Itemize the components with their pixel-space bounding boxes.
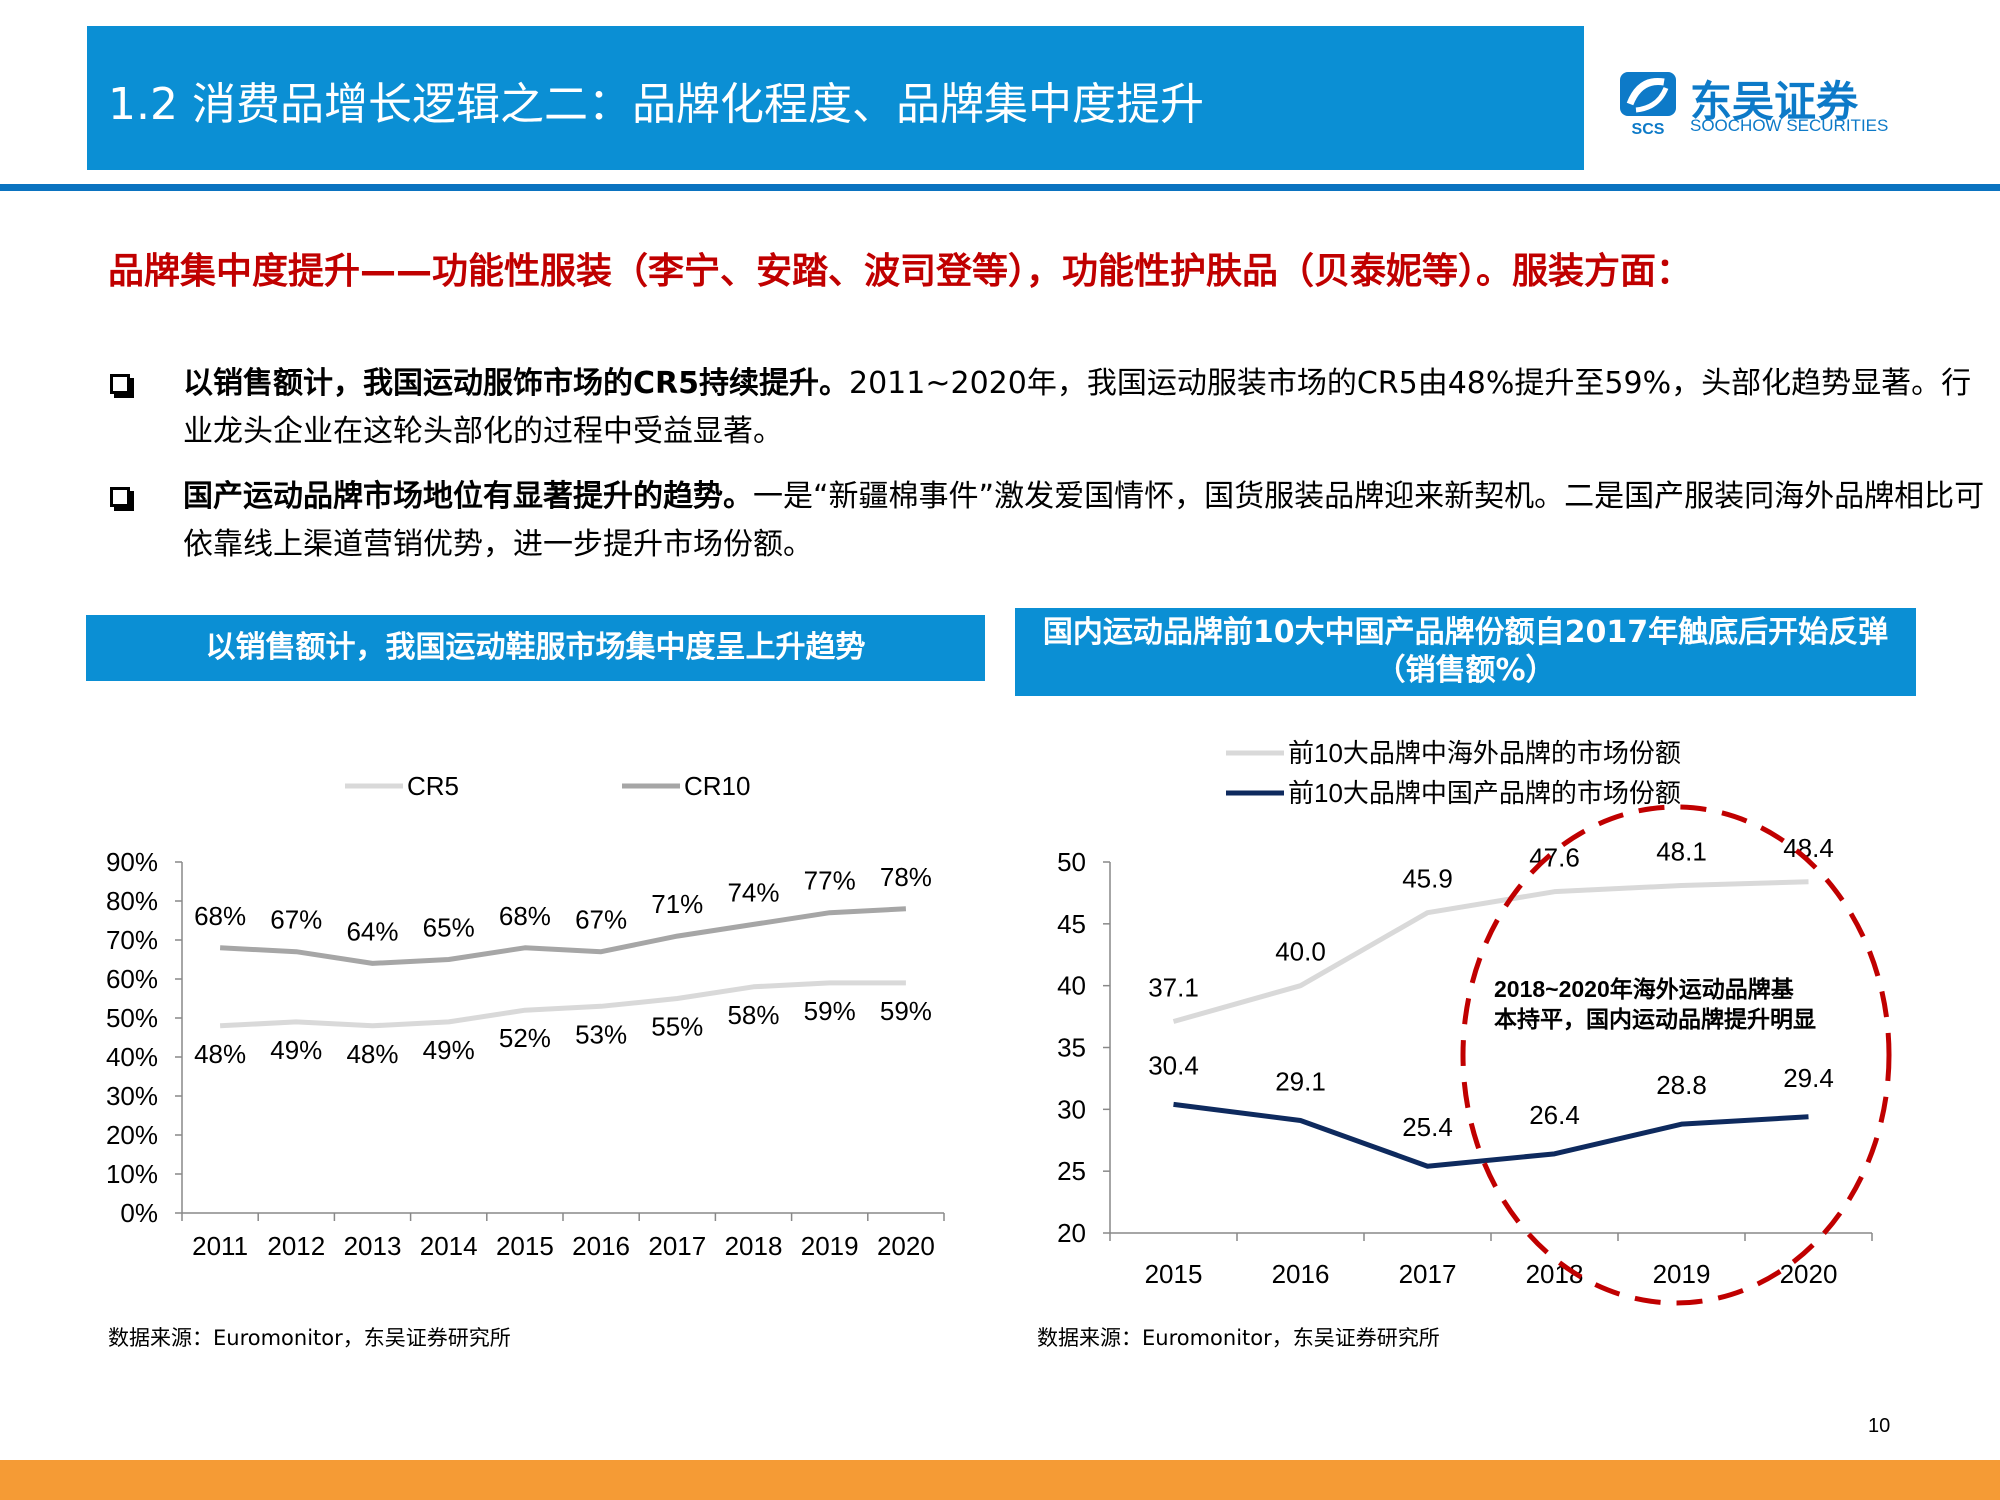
x-tick-label: 2020 [877, 1231, 935, 1261]
data-label: 71% [651, 889, 703, 919]
headline: 品牌集中度提升——功能性服装（李宁、安踏、波司登等），功能性护肤品（贝泰妮等）。… [108, 251, 1693, 292]
checkbox-bullet-icon [110, 374, 134, 398]
y-tick-label: 10% [106, 1159, 158, 1189]
data-label: 67% [575, 905, 627, 935]
data-label: 26.4 [1529, 1100, 1580, 1130]
legend-label-2: 前10大品牌中国产品牌的市场份额 [1288, 778, 1681, 808]
company-logo: SCS 东吴证券 SOOCHOW SECURITIES [1618, 68, 1898, 138]
x-tick-label: 2017 [1399, 1259, 1457, 1289]
data-label: 40.0 [1275, 937, 1326, 967]
data-label: 58% [727, 1000, 779, 1030]
title-band [87, 26, 1584, 170]
bullet-1-text: 以销售额计，我国运动服饰市场的CR5持续提升。2011~2020年，我国运动服装… [183, 360, 1993, 456]
series-line-2 [219, 906, 907, 966]
y-tick-label: 20 [1057, 1218, 1086, 1248]
annotation-text-line-1: 2018~2020年海外运动品牌基 [1494, 976, 1795, 1002]
x-tick-label: 2013 [344, 1231, 402, 1261]
data-label: 29.4 [1783, 1063, 1834, 1093]
data-label: 30.4 [1148, 1050, 1199, 1080]
data-label: 48.1 [1656, 836, 1707, 866]
data-label: 29.1 [1275, 1066, 1326, 1096]
chart-2-source: 数据来源：Euromonitor，东吴证券研究所 [1037, 1326, 1440, 1350]
y-tick-label: 70% [106, 925, 158, 955]
chart-2-title: 国内运动品牌前10大中国产品牌份额自2017年触底后开始反弹（销售额%） [1015, 608, 1916, 696]
data-label: 78% [880, 862, 932, 892]
x-tick-label: 2020 [1780, 1259, 1838, 1289]
data-label: 25.4 [1402, 1112, 1453, 1142]
x-tick-label: 2017 [648, 1231, 706, 1261]
chart-1-title: 以销售额计，我国运动鞋服市场集中度呈上升趋势 [86, 615, 985, 681]
data-label: 67% [270, 905, 322, 935]
x-tick-label: 2015 [496, 1231, 554, 1261]
page-title: 1.2 消费品增长逻辑之二：品牌化程度、品牌集中度提升 [108, 79, 1204, 130]
bullet-1-bold: 以销售额计，我国运动服饰市场的CR5持续提升。 [183, 366, 849, 401]
logo-main-text: 东吴证券 [1690, 77, 1859, 126]
data-label: 68% [499, 901, 551, 931]
bullet-2-text: 国产运动品牌市场地位有显著提升的趋势。一是“新疆棉事件”激发爱国情怀，国货服装品… [183, 473, 1993, 569]
x-tick-label: 2019 [801, 1231, 859, 1261]
checkbox-bullet-icon [110, 487, 134, 511]
chart-1-source: 数据来源：Euromonitor，东吴证券研究所 [108, 1326, 511, 1350]
logo-sub-text: SOOCHOW SECURITIES [1690, 116, 1889, 135]
data-label: 52% [499, 1023, 551, 1053]
series-line-1 [1172, 879, 1809, 1024]
logo-mark-text: SCS [1632, 121, 1665, 138]
data-label: 55% [651, 1012, 703, 1042]
bullet-1-body: 2011~2020年，我国运动服装市场的CR5由48%提升至59%，头部化趋势显… [183, 366, 1972, 449]
series-line-2 [1173, 1101, 1809, 1169]
footer-bar [0, 1460, 2000, 1500]
y-tick-label: 60% [106, 964, 158, 994]
legend-label-2: CR10 [684, 771, 750, 801]
data-label: 48% [346, 1039, 398, 1069]
y-tick-label: 50% [106, 1003, 158, 1033]
data-label: 65% [423, 913, 475, 943]
y-tick-label: 40 [1057, 971, 1086, 1001]
data-label: 74% [727, 877, 779, 907]
bullet-2-bold: 国产运动品牌市场地位有显著提升的趋势。 [183, 479, 753, 514]
y-tick-label: 25 [1057, 1156, 1086, 1186]
annotation-dashed-circle [1460, 804, 1892, 1306]
data-label: 68% [194, 901, 246, 931]
logo-mark-icon: SCS [1620, 72, 1676, 138]
data-label: 45.9 [1402, 864, 1453, 894]
x-tick-label: 2015 [1145, 1259, 1203, 1289]
annotation-text-line-2: 本持平，国内运动品牌提升明显 [1494, 1006, 1816, 1032]
x-tick-label: 2018 [725, 1231, 783, 1261]
data-label: 77% [804, 866, 856, 896]
data-label: 48% [194, 1039, 246, 1069]
header-rule [0, 184, 2000, 191]
data-label: 37.1 [1148, 973, 1199, 1003]
x-tick-label: 2019 [1653, 1259, 1711, 1289]
y-tick-label: 50 [1057, 847, 1086, 877]
y-tick-label: 30 [1057, 1094, 1086, 1124]
data-label: 49% [270, 1035, 322, 1065]
y-tick-label: 0% [120, 1198, 158, 1228]
x-tick-label: 2016 [1272, 1259, 1330, 1289]
y-tick-label: 20% [106, 1120, 158, 1150]
chart-1-concentration: 0% 10% 20% 30% 40% 50% 60% 70% 80% 90% 2011 2012 201… [106, 771, 945, 1261]
page-number: 10 [1868, 1415, 1891, 1437]
y-tick-label: 35 [1057, 1033, 1086, 1063]
x-tick-label: 2016 [572, 1231, 630, 1261]
data-label: 64% [346, 916, 398, 946]
series-line-1 [219, 980, 906, 1029]
y-tick-label: 30% [106, 1081, 158, 1111]
data-label: 53% [575, 1019, 627, 1049]
data-label: 59% [880, 996, 932, 1026]
x-tick-label: 2011 [192, 1231, 248, 1261]
y-tick-label: 80% [106, 886, 158, 916]
data-label: 28.8 [1656, 1070, 1707, 1100]
y-tick-label: 40% [106, 1042, 158, 1072]
y-tick-label: 90% [106, 847, 158, 877]
legend-label-1: CR5 [407, 771, 459, 801]
legend-label-1: 前10大品牌中海外品牌的市场份额 [1288, 738, 1681, 768]
x-tick-label: 2012 [267, 1231, 325, 1261]
data-label: 59% [804, 996, 856, 1026]
bullet-2-body: 一是“新疆棉事件”激发爱国情怀，国货服装品牌迎来新契机。二是国产服装同海外品牌相… [183, 479, 1985, 562]
x-tick-label: 2014 [420, 1231, 478, 1261]
y-tick-label: 45 [1057, 909, 1086, 939]
data-label: 49% [423, 1035, 475, 1065]
